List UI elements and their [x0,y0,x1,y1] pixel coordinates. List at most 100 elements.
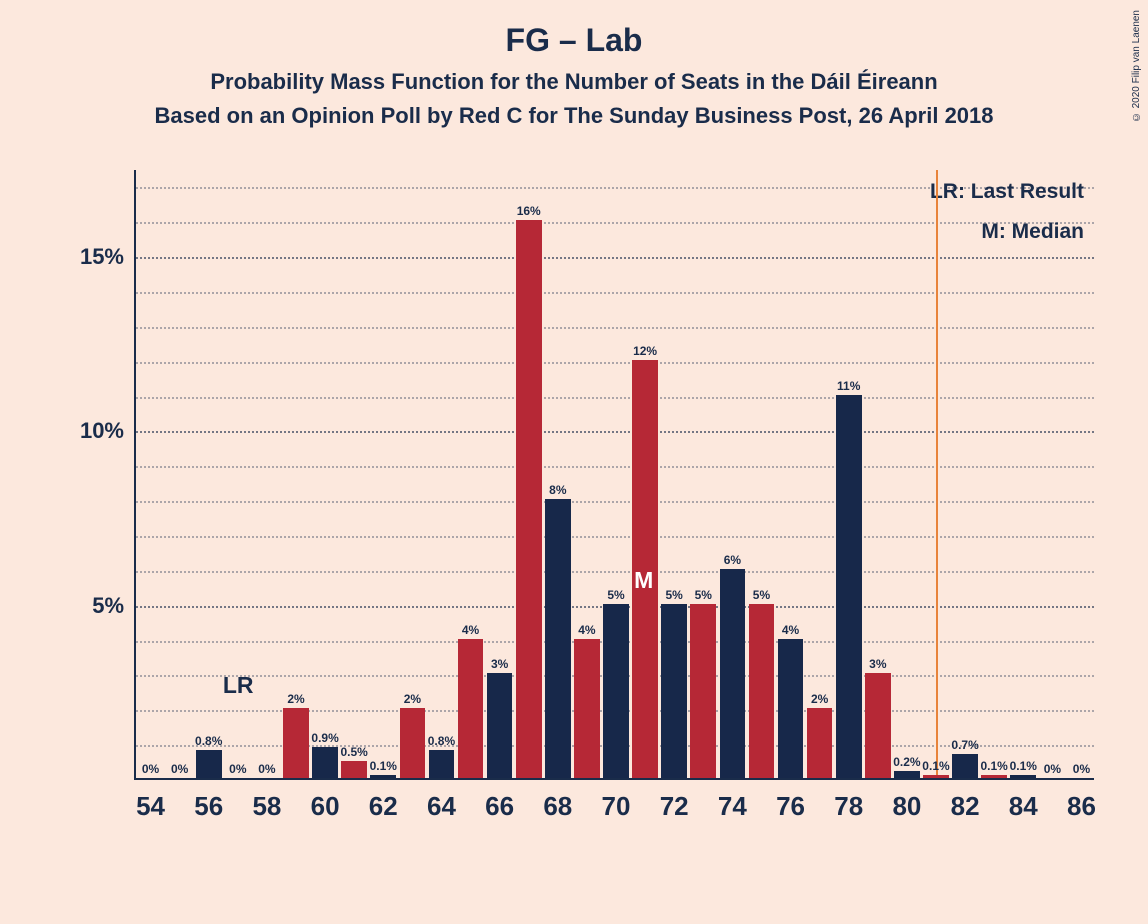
x-tick-label: 82 [936,791,994,822]
median-marker: M [634,567,653,594]
bar-value-label: 0% [1044,762,1061,778]
chart-subtitle-1: Probability Mass Function for the Number… [0,69,1148,95]
copyright-text: © 2020 Filip van Laenen [1131,10,1142,122]
bar-value-label: 0.1% [1010,759,1037,775]
gridline-minor [136,466,1094,468]
bar-value-label: 0% [1073,762,1090,778]
legend: LR: Last Result M: Median [930,172,1084,252]
x-tick-label: 76 [762,791,820,822]
x-tick-label: 72 [645,791,703,822]
x-tick-label: 84 [994,791,1052,822]
bar-value-label: 8% [549,483,566,499]
x-tick-label: 80 [878,791,936,822]
bar-value-label: 2% [404,692,421,708]
bar: 6% [720,569,746,778]
x-tick-label: 60 [296,791,354,822]
x-tick-label: 56 [180,791,238,822]
plot-area: LR: Last Result M: Median 5%10%15%545658… [134,170,1094,780]
gridline-minor [136,536,1094,538]
bar: 4% [458,639,484,778]
gridline-minor [136,187,1094,189]
bar-value-label: 4% [578,623,595,639]
y-tick-label: 15% [64,244,124,270]
bar: 5% [749,604,775,778]
lr-marker: LR [223,672,254,699]
x-tick-label: 58 [238,791,296,822]
gridline-major [136,257,1094,259]
bar: 0.8% [196,750,222,778]
gridline-minor [136,327,1094,329]
bar-value-label: 5% [695,588,712,604]
bar: 5% [661,604,687,778]
x-tick-label: 62 [354,791,412,822]
gridline-minor [136,362,1094,364]
bar: 5% [603,604,629,778]
bar-value-label: 0.5% [340,745,367,761]
bar: 2% [283,708,309,778]
bar-value-label: 11% [837,379,860,395]
bar: 4% [574,639,600,778]
bar: 0.1% [923,775,949,778]
gridline-minor [136,571,1094,573]
bar: 0.7% [952,754,978,778]
bar-value-label: 2% [287,692,304,708]
bar: 3% [487,673,513,778]
bar: 2% [400,708,426,778]
y-tick-label: 10% [64,418,124,444]
x-tick-label: 66 [471,791,529,822]
x-tick-label: 78 [820,791,878,822]
legend-m: M: Median [930,212,1084,252]
gridline-major [136,431,1094,433]
bar: 0.5% [341,761,367,778]
bar-value-label: 5% [666,588,683,604]
bar-value-label: 0.7% [951,738,978,754]
bar-value-label: 5% [753,588,770,604]
x-tick-label: 86 [1052,791,1110,822]
bar-value-label: 0.1% [370,759,397,775]
gridline-minor [136,292,1094,294]
bar: 3% [865,673,891,778]
bar-value-label: 0.9% [311,731,338,747]
bar: 16% [516,220,542,778]
bar: 4% [778,639,804,778]
chart-titles: FG – Lab Probability Mass Function for t… [0,0,1148,129]
bar: 0.2% [894,771,920,778]
bar-value-label: 4% [782,623,799,639]
bar-value-label: 0.2% [893,755,920,771]
gridline-minor [136,222,1094,224]
last-result-line [936,170,938,778]
gridline-minor [136,501,1094,503]
bar: 8% [545,499,571,778]
bar-value-label: 0% [258,762,275,778]
bar-value-label: 0% [171,762,188,778]
bar-value-label: 0.1% [980,759,1007,775]
bar: 2% [807,708,833,778]
bar-value-label: 0% [142,762,159,778]
bar-value-label: 12% [633,344,657,360]
bar-value-label: 3% [869,657,886,673]
bar: 11% [836,395,862,778]
bar-value-label: 0% [229,762,246,778]
bar: 0.9% [312,747,338,778]
legend-lr: LR: Last Result [930,172,1084,212]
bar-value-label: 4% [462,623,479,639]
bar: 0.1% [981,775,1007,778]
bar-value-label: 16% [517,204,541,220]
chart-area: LR: Last Result M: Median 5%10%15%545658… [72,170,1102,830]
bar-value-label: 5% [607,588,624,604]
y-tick-label: 5% [64,593,124,619]
x-tick-label: 70 [587,791,645,822]
bar-value-label: 3% [491,657,508,673]
bar-value-label: 6% [724,553,741,569]
chart-title: FG – Lab [0,22,1148,59]
bar: 0.1% [370,775,396,778]
bar: 0.8% [429,750,455,778]
bar-value-label: 0.8% [195,734,222,750]
bar: 0.1% [1010,775,1036,778]
x-tick-label: 54 [122,791,180,822]
x-tick-label: 64 [412,791,470,822]
bar-value-label: 2% [811,692,828,708]
bar-value-label: 0.8% [428,734,455,750]
bar-value-label: 0.1% [922,759,949,775]
x-tick-label: 74 [703,791,761,822]
